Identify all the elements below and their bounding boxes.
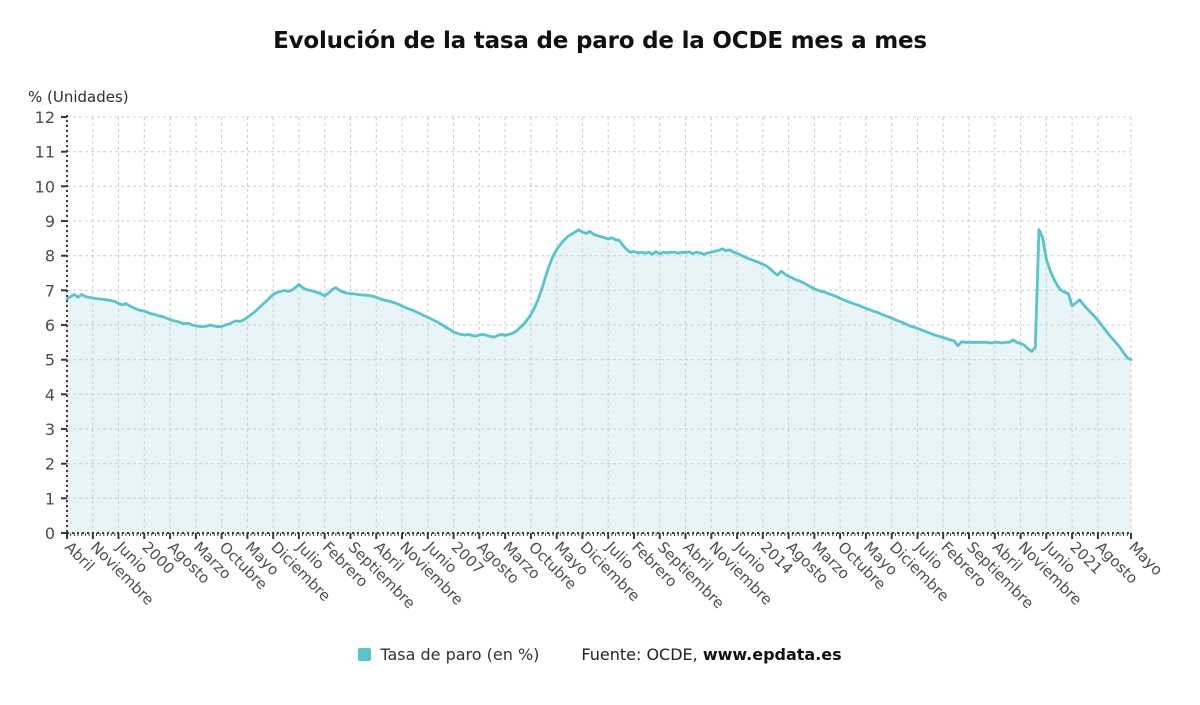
y-tick-label: 10 [35,177,55,196]
y-tick-label: 3 [45,420,55,439]
x-tick-label: Abril [61,538,98,575]
series-line [65,228,1133,362]
chart-title: Evolución de la tasa de paro de la OCDE … [273,28,927,54]
legend-swatch [358,648,372,661]
y-tick-label: 4 [45,385,55,404]
y-tick-label: 9 [45,212,55,231]
y-tick-label: 12 [35,108,55,127]
source-attribution: Fuente: OCDE, www.epdata.es [581,645,841,664]
legend-row: Tasa de paro (en %) Fuente: OCDE, www.ep… [0,645,1200,664]
source-link-epdata[interactable]: www.epdata.es [702,645,842,664]
unemployment-line-chart: 0123456789101112AbrilNoviembreJunio2000A… [35,108,1167,612]
axes [66,115,1131,534]
y-tick-label: 6 [45,316,55,335]
legend-item-tasa-de-paro[interactable]: Tasa de paro (en %) [358,645,539,664]
y-axis-unit-label: % (Unidades) [28,88,129,106]
x-tick-labels: AbrilNoviembreJunio2000AgostoMarzoOctubr… [61,537,1166,612]
y-tick-label: 5 [45,351,55,370]
y-tick-label: 11 [35,143,55,162]
axis-ticks [61,116,1132,539]
y-tick-label: 8 [45,247,55,266]
y-tick-label: 1 [45,489,55,508]
y-tick-label: 7 [45,281,55,300]
y-tick-label: 0 [45,524,55,543]
y-tick-label: 2 [45,455,55,474]
legend-label: Tasa de paro (en %) [380,645,540,664]
series-area [67,229,1131,534]
source-prefix: Fuente: OCDE, [581,645,703,664]
